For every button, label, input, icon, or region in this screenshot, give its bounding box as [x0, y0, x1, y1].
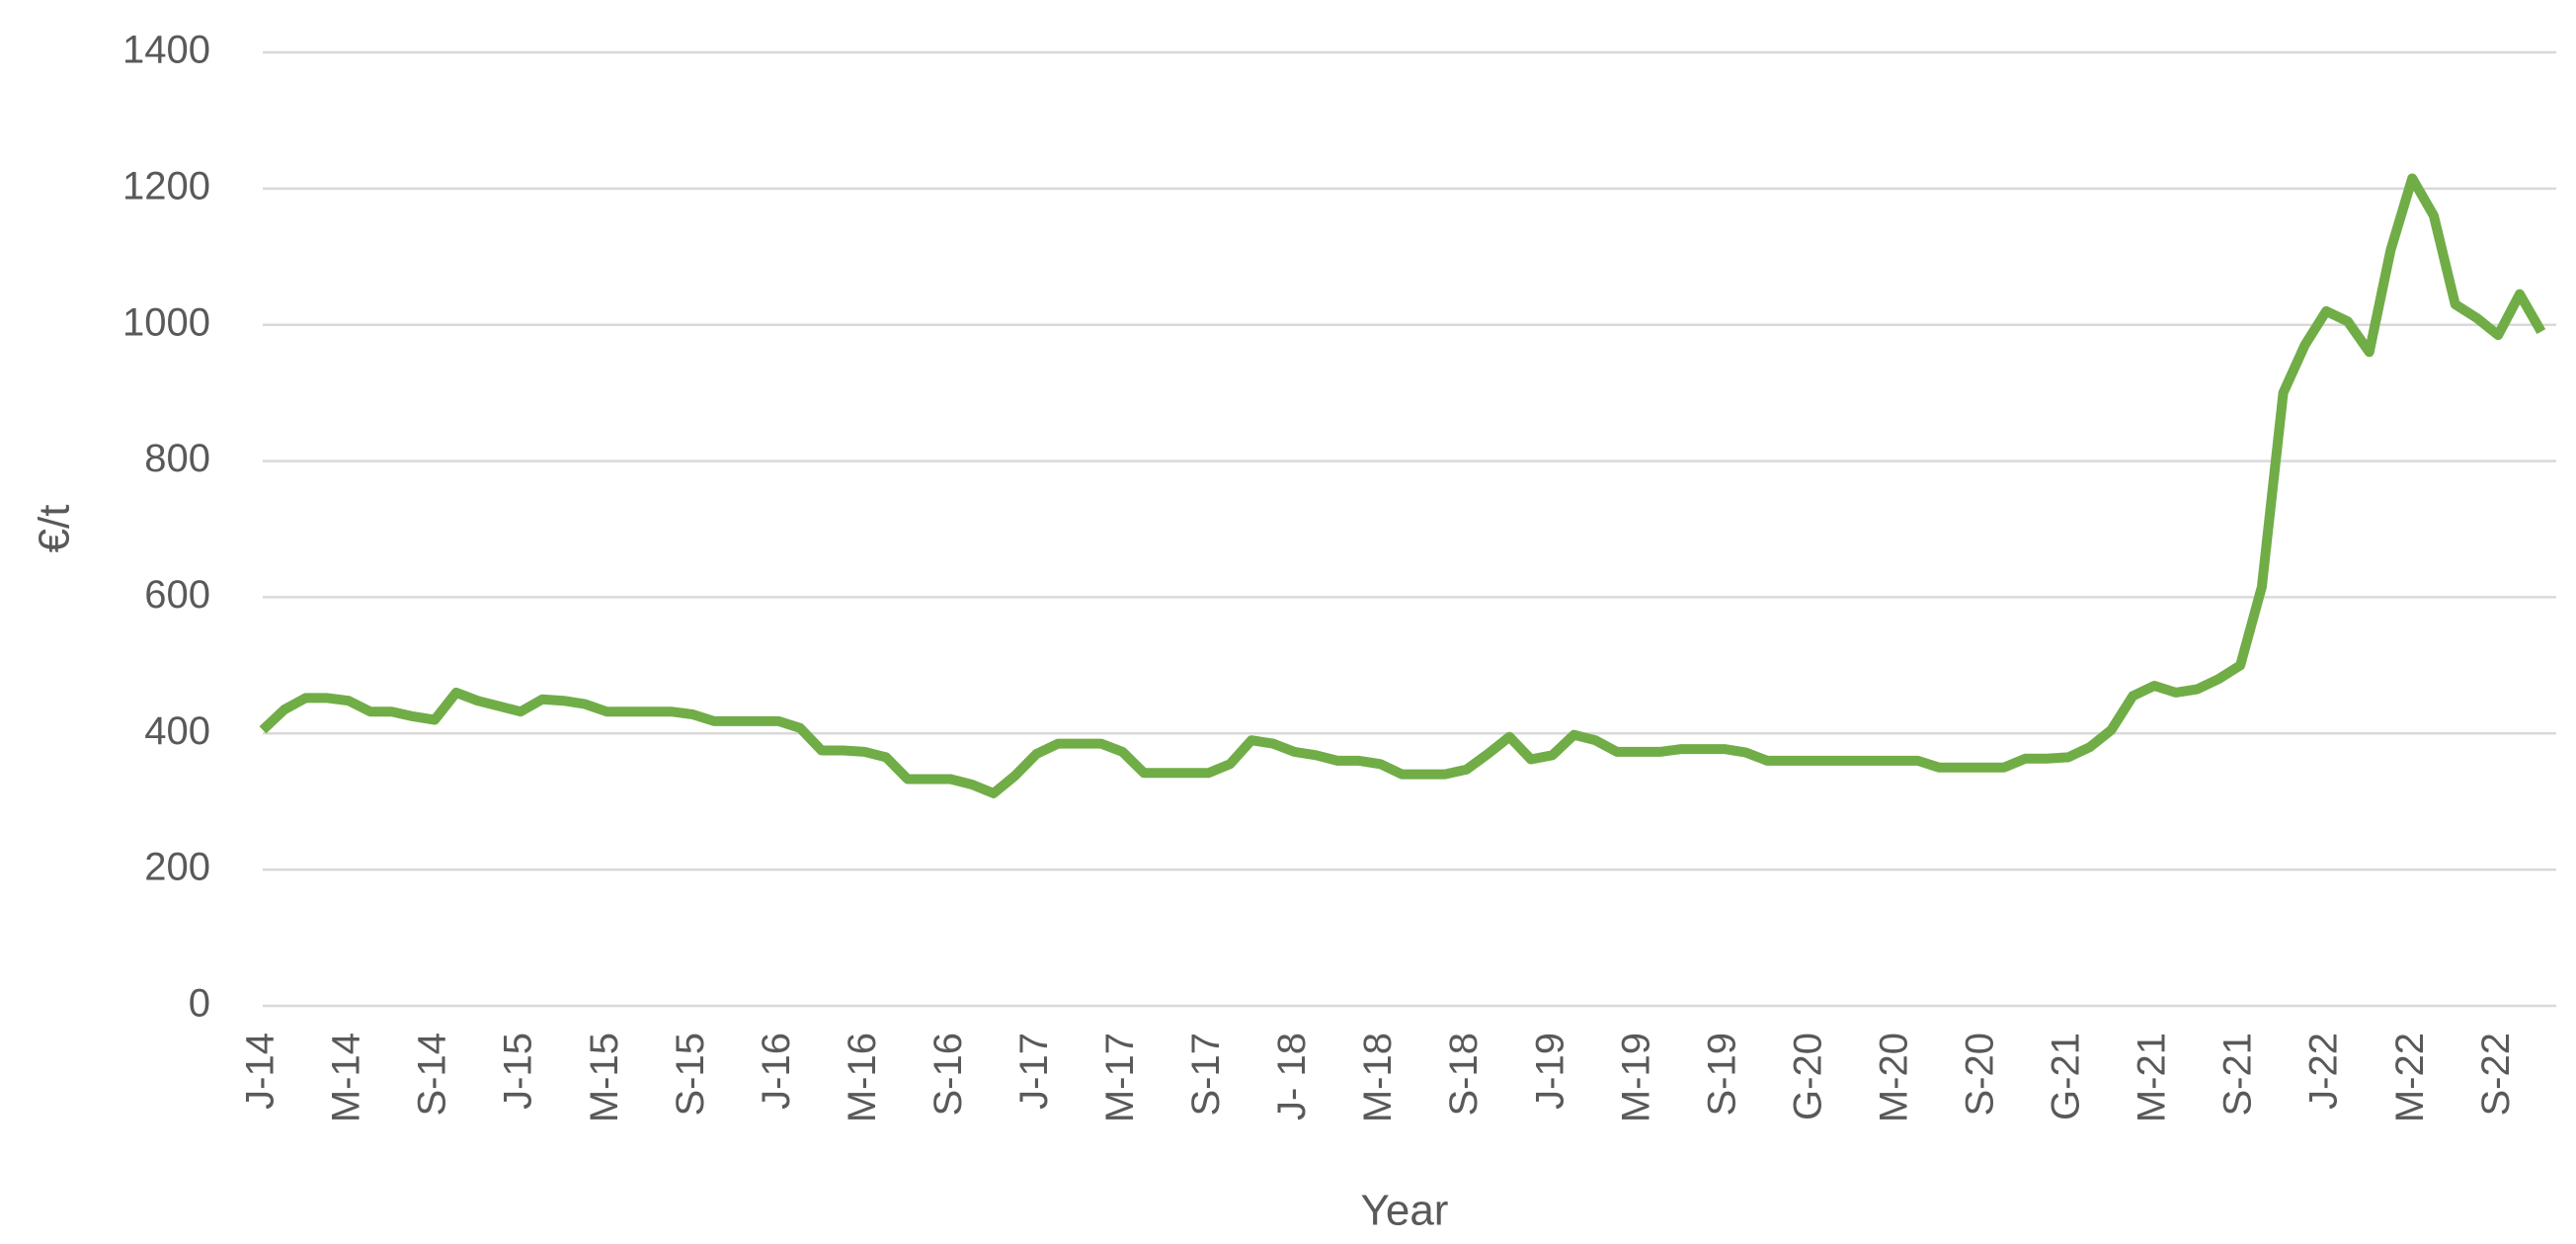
x-tick-label: J-22 — [2302, 1033, 2346, 1110]
x-tick-label: M-14 — [325, 1033, 368, 1122]
x-axis-title: Year — [1361, 1187, 1449, 1235]
x-tick-label: M-22 — [2388, 1033, 2432, 1122]
y-tick-label: 600 — [144, 573, 210, 617]
x-tick-label: M-20 — [1872, 1033, 1915, 1122]
x-tick-label: S-21 — [2216, 1033, 2260, 1117]
x-tick-label: J-16 — [755, 1033, 798, 1110]
x-tick-label: G-21 — [2045, 1033, 2088, 1120]
x-tick-label: S-16 — [926, 1033, 970, 1117]
y-tick-label: 1000 — [122, 300, 210, 344]
x-tick-label: S-18 — [1442, 1033, 1486, 1117]
y-tick-label: 0 — [189, 982, 210, 1026]
x-tick-label: J-15 — [497, 1033, 540, 1110]
x-tick-label: M-19 — [1614, 1033, 1657, 1122]
x-tick-label: S-19 — [1700, 1033, 1743, 1117]
y-tick-label: 1400 — [122, 29, 210, 72]
y-tick-label: 1200 — [122, 164, 210, 207]
x-tick-label: M-16 — [841, 1033, 884, 1122]
x-tick-label: J-19 — [1528, 1033, 1571, 1110]
line-series — [259, 173, 2546, 798]
x-tick-label: J-17 — [1012, 1033, 1056, 1110]
x-tick-label: S-17 — [1184, 1033, 1228, 1117]
x-tick-label: M-21 — [2131, 1033, 2174, 1122]
x-tick-label: S-14 — [411, 1033, 454, 1117]
y-tick-label: 200 — [144, 846, 210, 889]
y-tick-label: 400 — [144, 709, 210, 753]
x-tick-label: S-15 — [669, 1033, 712, 1117]
y-axis-title: €/t — [31, 505, 79, 553]
x-tick-label: M-18 — [1356, 1033, 1400, 1122]
y-tick-label: 800 — [144, 437, 210, 480]
x-tick-label: M-15 — [583, 1033, 626, 1122]
x-tick-label: S-22 — [2474, 1033, 2518, 1117]
x-tick-label: J-14 — [239, 1033, 282, 1110]
x-tick-label: M-17 — [1098, 1033, 1142, 1122]
x-tick-label: J- 18 — [1270, 1033, 1314, 1120]
x-tick-label: S-20 — [1959, 1033, 2002, 1117]
x-tick-label: G-20 — [1786, 1033, 1829, 1120]
